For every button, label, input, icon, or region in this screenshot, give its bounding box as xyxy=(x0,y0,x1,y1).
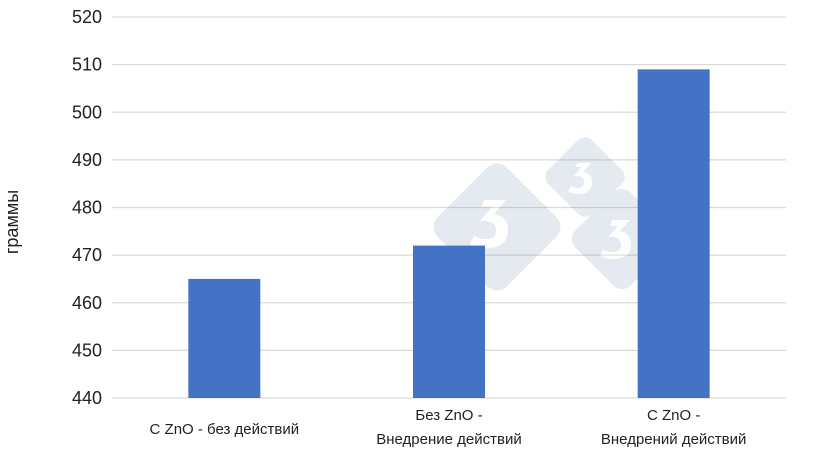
bars xyxy=(188,69,710,398)
y-tick-label: 490 xyxy=(72,150,102,170)
y-tick-label: 450 xyxy=(72,340,102,360)
x-axis-category-labels: С ZnO - без действий Без ZnO - Внедрение д… xyxy=(150,407,747,448)
y-axis-title: граммы xyxy=(2,190,22,254)
bar-2 xyxy=(413,245,485,398)
y-tick-label: 510 xyxy=(72,55,102,75)
y-tick-label: 440 xyxy=(72,388,102,408)
y-tick-label: 520 xyxy=(72,7,102,27)
x-category-label: Без ZnO - xyxy=(415,407,482,424)
y-tick-label: 500 xyxy=(72,102,102,122)
x-category-label: С ZnO - xyxy=(647,407,700,424)
y-tick-label: 460 xyxy=(72,293,102,313)
x-category-label: Внедрение действий xyxy=(376,431,521,448)
y-tick-label: 480 xyxy=(72,198,102,218)
bar-1 xyxy=(188,278,261,398)
bar-3 xyxy=(637,69,710,398)
y-tick-label: 470 xyxy=(72,245,102,265)
y-axis-tick-labels: 440 450 460 470 480 490 500 510 520 xyxy=(72,7,102,408)
x-category-label: Внедрений действий xyxy=(601,431,747,448)
x-category-label: С ZnO - без действий xyxy=(150,421,300,438)
